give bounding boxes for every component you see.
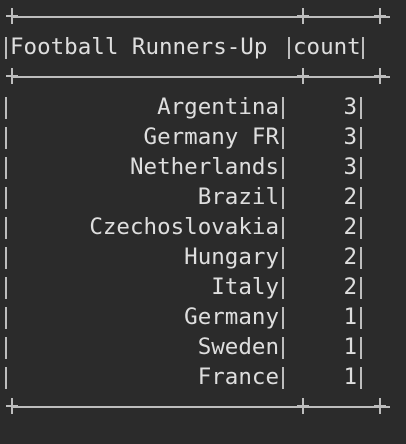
border-corner	[6, 398, 18, 414]
border-junction	[297, 68, 309, 84]
table-row: Sweden 1	[4, 332, 404, 362]
column-separator	[359, 185, 363, 209]
border-corner	[374, 68, 386, 84]
table-row: Hungary 2	[4, 242, 404, 272]
border-corner	[6, 68, 18, 84]
column-separator	[359, 215, 363, 239]
column-separator	[281, 125, 285, 149]
column-separator	[359, 95, 363, 119]
table-row: Netherlands 3	[4, 152, 404, 182]
column-separator	[281, 95, 285, 119]
table-row: Brazil 2	[4, 182, 404, 212]
border-corner	[374, 8, 386, 24]
table-header-border	[4, 62, 404, 92]
column-separator	[281, 155, 285, 179]
table-row: Germany 1	[4, 302, 404, 332]
column-separator	[281, 275, 285, 299]
border-rule	[12, 406, 390, 408]
column-separator	[281, 335, 285, 359]
country-cell: Argentina	[157, 94, 279, 120]
country-cell: Germany	[184, 304, 279, 330]
border-junction	[297, 8, 309, 24]
table-bottom-border	[4, 392, 404, 422]
table-row: Italy 2	[4, 272, 404, 302]
column-separator	[4, 335, 8, 359]
count-cell: 2	[343, 274, 357, 300]
header-runners-up: Football Runners-Up	[10, 34, 268, 60]
border-corner	[374, 398, 386, 414]
column-separator	[4, 155, 8, 179]
column-separator	[359, 125, 363, 149]
border-junction	[297, 398, 309, 414]
column-separator	[287, 35, 291, 59]
table-row: Czechoslovakia 2	[4, 212, 404, 242]
column-separator	[359, 305, 363, 329]
column-separator	[281, 245, 285, 269]
count-cell: 3	[343, 94, 357, 120]
country-cell: Hungary	[184, 244, 279, 270]
column-separator	[359, 275, 363, 299]
column-separator	[4, 185, 8, 209]
table-row: France 1	[4, 362, 404, 392]
column-separator	[359, 245, 363, 269]
count-cell: 2	[343, 244, 357, 270]
country-cell: Brazil	[197, 184, 279, 210]
count-cell: 1	[343, 334, 357, 360]
column-separator	[4, 245, 8, 269]
count-cell: 2	[343, 184, 357, 210]
column-separator	[359, 155, 363, 179]
table-row: Germany FR 3	[4, 122, 404, 152]
table-row: Argentina 3	[4, 92, 404, 122]
column-separator	[361, 35, 365, 59]
column-separator	[359, 365, 363, 389]
country-cell: Italy	[211, 274, 279, 300]
border-rule	[12, 16, 390, 18]
count-cell: 1	[343, 364, 357, 390]
column-separator	[4, 275, 8, 299]
column-separator	[4, 215, 8, 239]
table-top-border	[4, 2, 404, 32]
country-cell: Germany FR	[143, 124, 279, 150]
column-separator	[4, 305, 8, 329]
count-cell: 3	[343, 124, 357, 150]
column-separator	[4, 125, 8, 149]
country-cell: Sweden	[197, 334, 279, 360]
header-count: count	[293, 34, 361, 60]
country-cell: France	[197, 364, 279, 390]
border-corner	[6, 8, 18, 24]
country-cell: Netherlands	[129, 154, 279, 180]
table-body: Argentina 3 Germany FR 3 Netherlands 3 B…	[4, 92, 404, 392]
column-separator	[4, 365, 8, 389]
table-header-row: Football Runners-Up count	[4, 32, 404, 62]
column-separator	[4, 35, 8, 59]
count-cell: 3	[343, 154, 357, 180]
count-cell: 1	[343, 304, 357, 330]
column-separator	[359, 335, 363, 359]
country-cell: Czechoslovakia	[89, 214, 279, 240]
column-separator	[281, 185, 285, 209]
border-rule	[12, 76, 390, 78]
column-separator	[4, 95, 8, 119]
column-separator	[281, 305, 285, 329]
count-cell: 2	[343, 214, 357, 240]
column-separator	[281, 215, 285, 239]
terminal-output: Football Runners-Up count Argentina 3 Ge…	[4, 2, 404, 422]
column-separator	[281, 365, 285, 389]
